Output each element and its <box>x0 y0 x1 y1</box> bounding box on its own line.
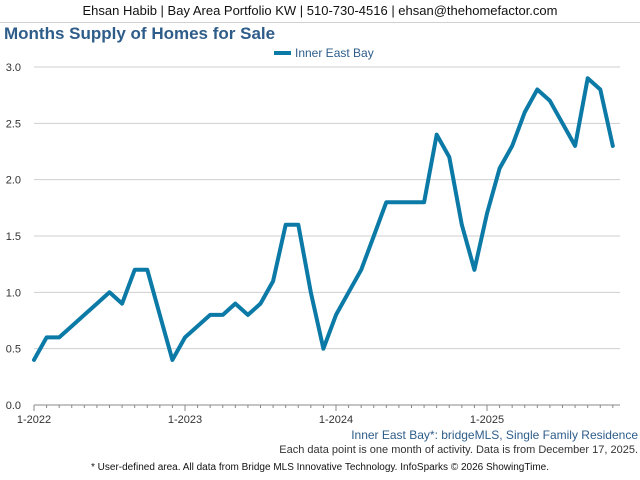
series-line-inner-east-bay <box>32 76 615 362</box>
y-tick-label: 1.5 <box>6 231 21 243</box>
chart-title: Months Supply of Homes for Sale <box>4 24 276 43</box>
chart-subtitle: Inner East Bay*: bridgeMLS, Single Famil… <box>351 428 638 442</box>
y-tick-label: 0.0 <box>6 400 21 412</box>
chart-legend[interactable]: Inner East Bay <box>274 46 374 60</box>
x-tick-label: 1-2024 <box>319 414 353 426</box>
y-tick-label: 1.0 <box>6 287 21 299</box>
y-tick-label: 2.0 <box>6 175 21 187</box>
header-contact-text: Ehsan Habib | Bay Area Portfolio KW | 51… <box>82 3 558 18</box>
y-tick-label: 3.0 <box>6 62 21 74</box>
x-tick-label: 1-2025 <box>470 414 504 426</box>
x-tick-label: 1-2022 <box>17 414 51 426</box>
legend-swatch <box>274 51 291 55</box>
footer-credit: * User-defined area. All data from Bridg… <box>91 462 549 473</box>
y-tick-label: 2.5 <box>6 118 21 130</box>
data-note: Each data point is one month of activity… <box>279 444 638 456</box>
header-bar: Ehsan Habib | Bay Area Portfolio KW | 51… <box>0 0 640 23</box>
y-tick-label: 0.5 <box>6 344 21 356</box>
legend-label: Inner East Bay <box>295 46 374 60</box>
x-tick-label: 1-2023 <box>168 414 202 426</box>
